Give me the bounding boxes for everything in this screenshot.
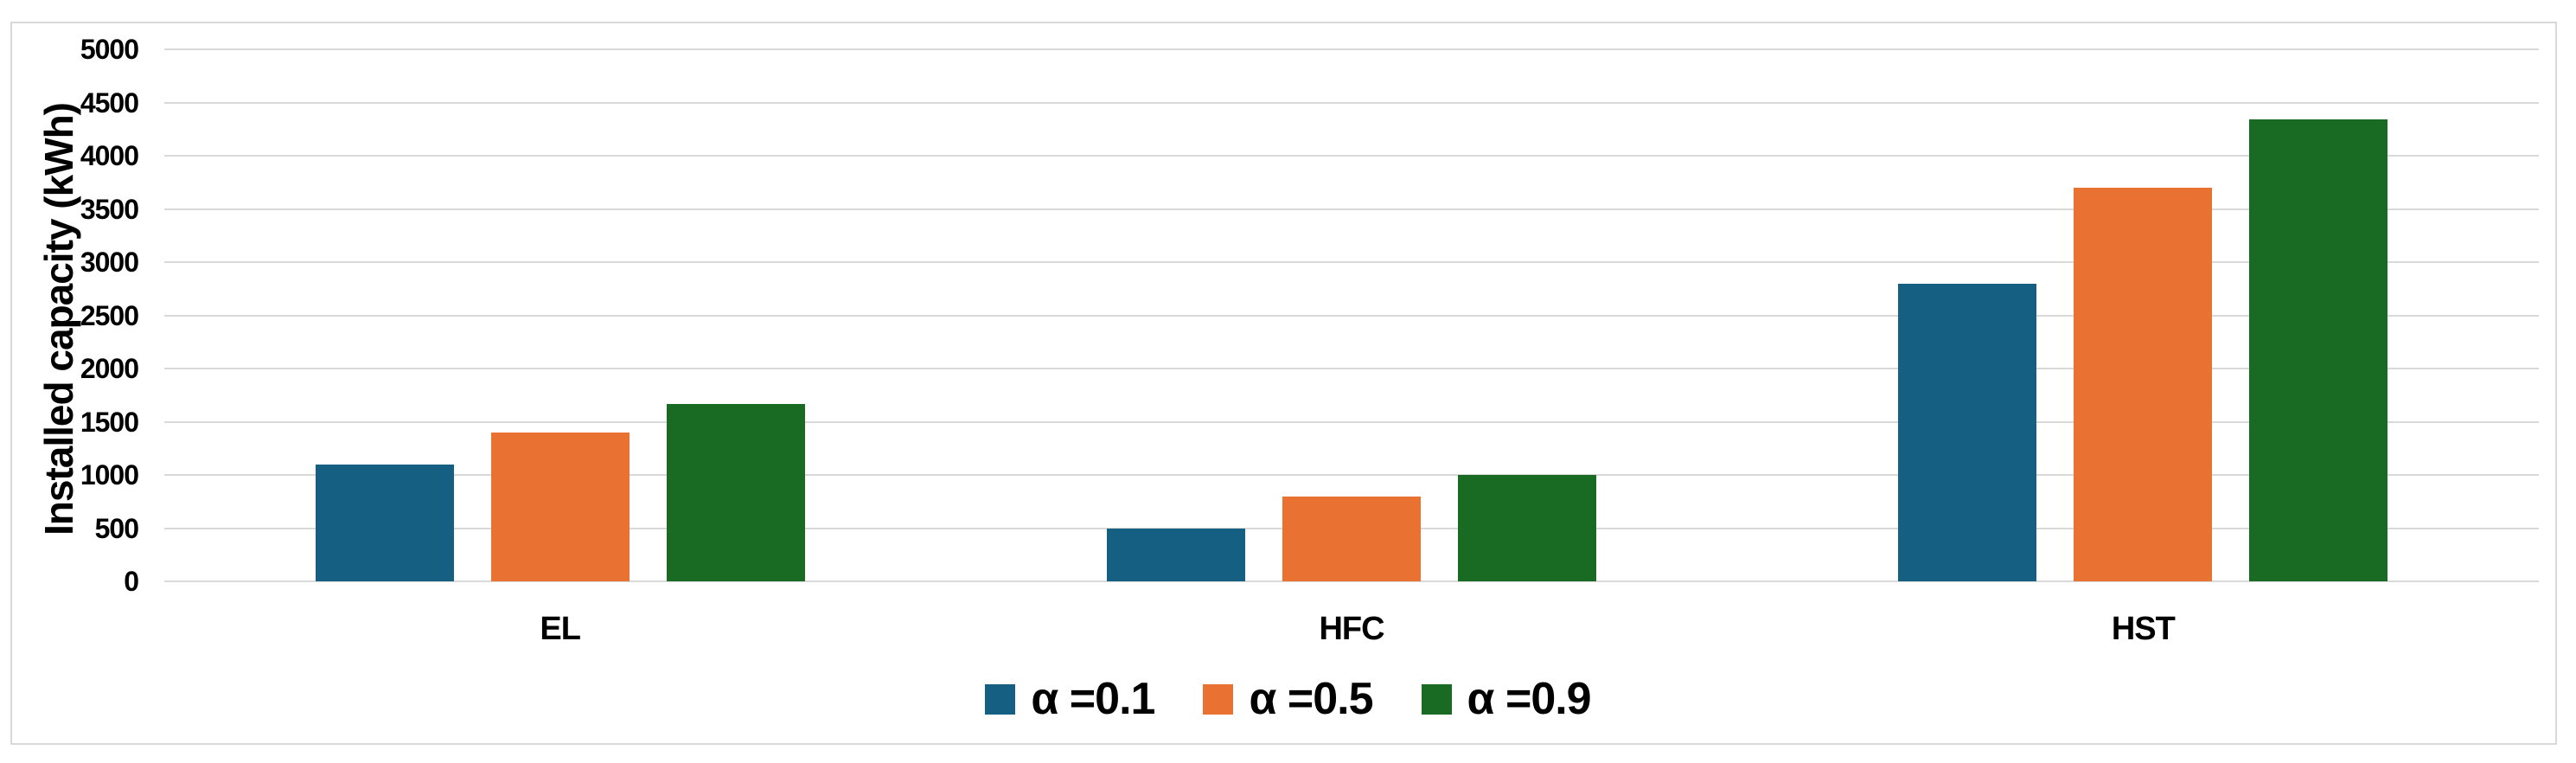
y-tick-label-4000: 4000 [80, 140, 139, 171]
gridline-4000 [164, 155, 2539, 157]
gridline-0 [164, 580, 2539, 582]
legend: α =0.1 α =0.5 α =0.9 [0, 673, 2576, 725]
y-tick-label-2500: 2500 [80, 299, 139, 331]
y-tick-label-1000: 1000 [80, 459, 139, 490]
y-tick-label-500: 500 [94, 512, 139, 544]
bar-hst-alpha-0.9 [2249, 119, 2388, 581]
y-tick-label-5000: 5000 [80, 34, 139, 65]
x-axis-label-el: EL [540, 611, 581, 647]
legend-item-2: α =0.5 [1203, 673, 1374, 725]
x-axis-label-hst: HST [2111, 611, 2176, 647]
y-tick-label-1500: 1500 [80, 406, 139, 438]
y-tick-label-0: 0 [124, 566, 139, 597]
bar-hst-alpha-0.5 [2074, 187, 2213, 581]
y-tick-label-3500: 3500 [80, 193, 139, 225]
gridline-3000 [164, 261, 2539, 263]
y-tick-label-2000: 2000 [80, 353, 139, 384]
legend-item-3: α =0.9 [1421, 673, 1592, 725]
bar-hfc-alpha-0.9 [1458, 475, 1596, 581]
y-tick-label-3000: 3000 [80, 247, 139, 278]
bar-el-alpha-0.1 [315, 464, 454, 581]
legend-label: α =0.5 [1249, 674, 1373, 724]
gridline-1500 [164, 420, 2539, 423]
legend-item-1: α =0.1 [985, 673, 1155, 725]
bar-hfc-alpha-0.1 [1107, 528, 1245, 581]
bar-el-alpha-0.5 [490, 432, 630, 581]
legend-label: α =0.9 [1467, 674, 1592, 724]
bar-hfc-alpha-0.5 [1282, 496, 1421, 581]
bar-hst-alpha-0.1 [1898, 283, 2037, 581]
legend-swatch-icon [985, 683, 1016, 715]
y-axis-title: Installed capacity (kWh) [36, 103, 81, 536]
bar-el-alpha-0.9 [666, 403, 805, 581]
legend-swatch-icon [1421, 683, 1452, 715]
y-tick-label-4500: 4500 [80, 87, 139, 119]
gridline-2500 [164, 314, 2539, 317]
gridline-3500 [164, 208, 2539, 210]
gridline-1000 [164, 474, 2539, 476]
legend-label: α =0.1 [1031, 674, 1155, 724]
gridline-4500 [164, 101, 2539, 104]
gridline-2000 [164, 368, 2539, 369]
gridline-5000 [164, 48, 2539, 50]
legend-swatch-icon [1203, 683, 1234, 715]
x-axis-label-hfc: HFC [1319, 611, 1384, 647]
